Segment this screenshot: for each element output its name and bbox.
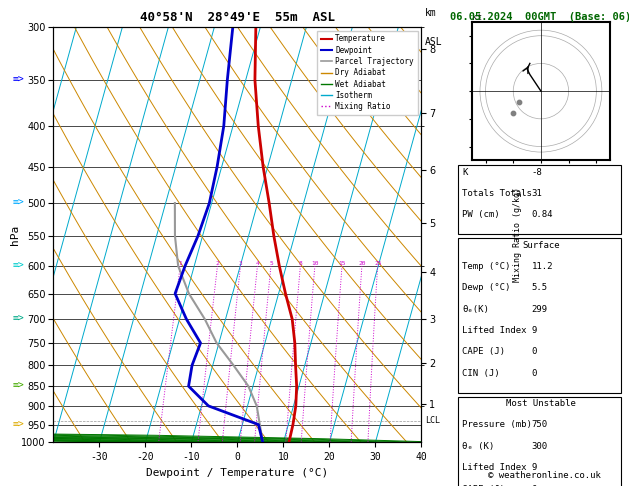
- X-axis label: Dewpoint / Temperature (°C): Dewpoint / Temperature (°C): [147, 468, 328, 478]
- Text: 15: 15: [338, 260, 346, 265]
- Text: ≡>: ≡>: [13, 75, 25, 85]
- Text: kt: kt: [472, 13, 482, 22]
- Text: PW (cm): PW (cm): [462, 210, 500, 220]
- Text: -8: -8: [532, 168, 542, 177]
- Title: 40°58'N  28°49'E  55m  ASL: 40°58'N 28°49'E 55m ASL: [140, 11, 335, 24]
- Text: Pressure (mb): Pressure (mb): [462, 420, 532, 430]
- Text: 1: 1: [179, 260, 182, 265]
- Text: 299: 299: [532, 305, 548, 314]
- Text: 3: 3: [239, 260, 243, 265]
- Text: 9: 9: [532, 326, 537, 335]
- Text: ≡>: ≡>: [13, 261, 25, 271]
- Text: Most Unstable: Most Unstable: [506, 399, 576, 408]
- Text: θₑ (K): θₑ (K): [462, 442, 494, 451]
- Text: 4: 4: [256, 260, 260, 265]
- Text: Dewp (°C): Dewp (°C): [462, 283, 511, 293]
- Text: 5.5: 5.5: [532, 283, 548, 293]
- Text: 11.2: 11.2: [532, 262, 553, 271]
- Text: Lifted Index: Lifted Index: [462, 463, 527, 472]
- Text: CAPE (J): CAPE (J): [462, 485, 505, 486]
- Text: K: K: [462, 168, 468, 177]
- Text: 06.05.2024  00GMT  (Base: 06): 06.05.2024 00GMT (Base: 06): [450, 12, 629, 22]
- Text: 25: 25: [374, 260, 382, 265]
- Text: Totals Totals: Totals Totals: [462, 189, 532, 198]
- Text: LCL: LCL: [425, 417, 440, 425]
- Legend: Temperature, Dewpoint, Parcel Trajectory, Dry Adiabat, Wet Adiabat, Isotherm, Mi: Temperature, Dewpoint, Parcel Trajectory…: [317, 31, 418, 115]
- Text: 0.84: 0.84: [532, 210, 553, 220]
- Text: 0: 0: [532, 485, 537, 486]
- Text: 0: 0: [532, 369, 537, 378]
- Text: Mixing Ratio (g/kg): Mixing Ratio (g/kg): [513, 187, 523, 282]
- Text: CIN (J): CIN (J): [462, 369, 500, 378]
- Point: [514, 98, 524, 106]
- Text: ≡>: ≡>: [13, 314, 25, 324]
- Text: 5: 5: [269, 260, 273, 265]
- Text: 300: 300: [532, 442, 548, 451]
- Text: km: km: [425, 8, 437, 18]
- Text: 9: 9: [532, 463, 537, 472]
- Text: ≡>: ≡>: [13, 381, 25, 391]
- Text: ≡>: ≡>: [13, 198, 25, 208]
- Text: 2: 2: [216, 260, 220, 265]
- Text: 750: 750: [532, 420, 548, 430]
- Text: Surface: Surface: [522, 241, 560, 250]
- Y-axis label: hPa: hPa: [10, 225, 20, 244]
- Text: 20: 20: [359, 260, 366, 265]
- Text: 0: 0: [532, 347, 537, 357]
- Text: 8: 8: [299, 260, 303, 265]
- Text: Temp (°C): Temp (°C): [462, 262, 511, 271]
- Point: [508, 109, 518, 117]
- Text: ASL: ASL: [425, 37, 443, 47]
- Text: CAPE (J): CAPE (J): [462, 347, 505, 357]
- Text: © weatheronline.co.uk: © weatheronline.co.uk: [487, 471, 601, 480]
- Text: 31: 31: [532, 189, 542, 198]
- Text: 10: 10: [311, 260, 319, 265]
- Text: ≡>: ≡>: [13, 419, 25, 430]
- Text: θₑ(K): θₑ(K): [462, 305, 489, 314]
- Text: Lifted Index: Lifted Index: [462, 326, 527, 335]
